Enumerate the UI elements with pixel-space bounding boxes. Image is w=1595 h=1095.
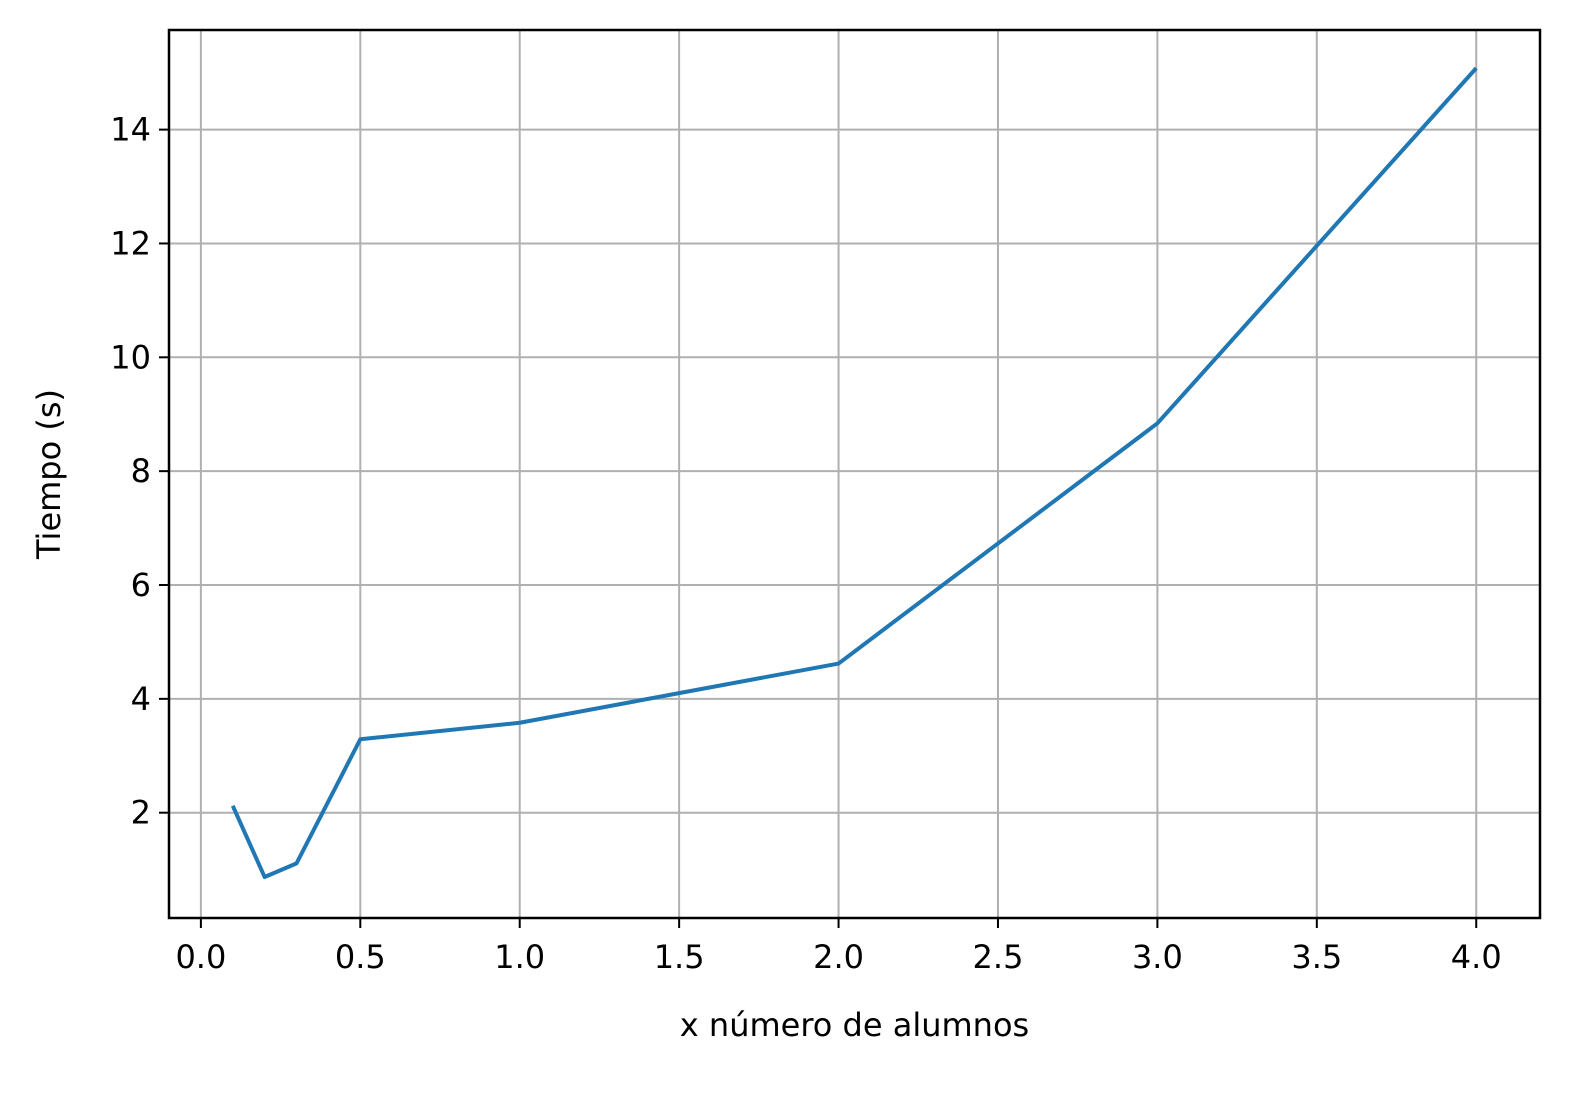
x-tick-label: 2.0: [813, 938, 864, 976]
plot-area-frame: [167, 28, 1542, 920]
x-tick-label: 3.0: [1132, 938, 1183, 976]
x-tick-label: 3.5: [1291, 938, 1342, 976]
y-tick-label: 8: [131, 452, 151, 490]
y-tick-label: 4: [131, 680, 151, 718]
x-tick-label: 0.0: [175, 938, 226, 976]
y-axis-label: Tiempo (s): [30, 389, 68, 560]
y-tick-label: 12: [110, 224, 151, 262]
y-tick-label: 6: [131, 566, 151, 604]
y-tick-label: 10: [110, 338, 151, 376]
series-line: [230, 66, 1478, 880]
x-tick-label: 4.0: [1451, 938, 1502, 976]
x-tick-label: 1.0: [494, 938, 545, 976]
x-tick-label: 2.5: [973, 938, 1024, 976]
x-tick-label: 0.5: [335, 938, 386, 976]
y-tick-label: 2: [131, 794, 151, 832]
x-tick-label: 1.5: [654, 938, 705, 976]
grid: [169, 30, 1540, 918]
series-layer: [230, 66, 1478, 880]
x-axis-label: x número de alumnos: [680, 1006, 1029, 1044]
y-tick-label: 14: [110, 111, 151, 149]
axis-ticks: 0.0 0.5 1.0 1.5 2.0 2.5 3.0 3.5 4.0 2 4 6 8 10 12 14: [110, 111, 1501, 976]
